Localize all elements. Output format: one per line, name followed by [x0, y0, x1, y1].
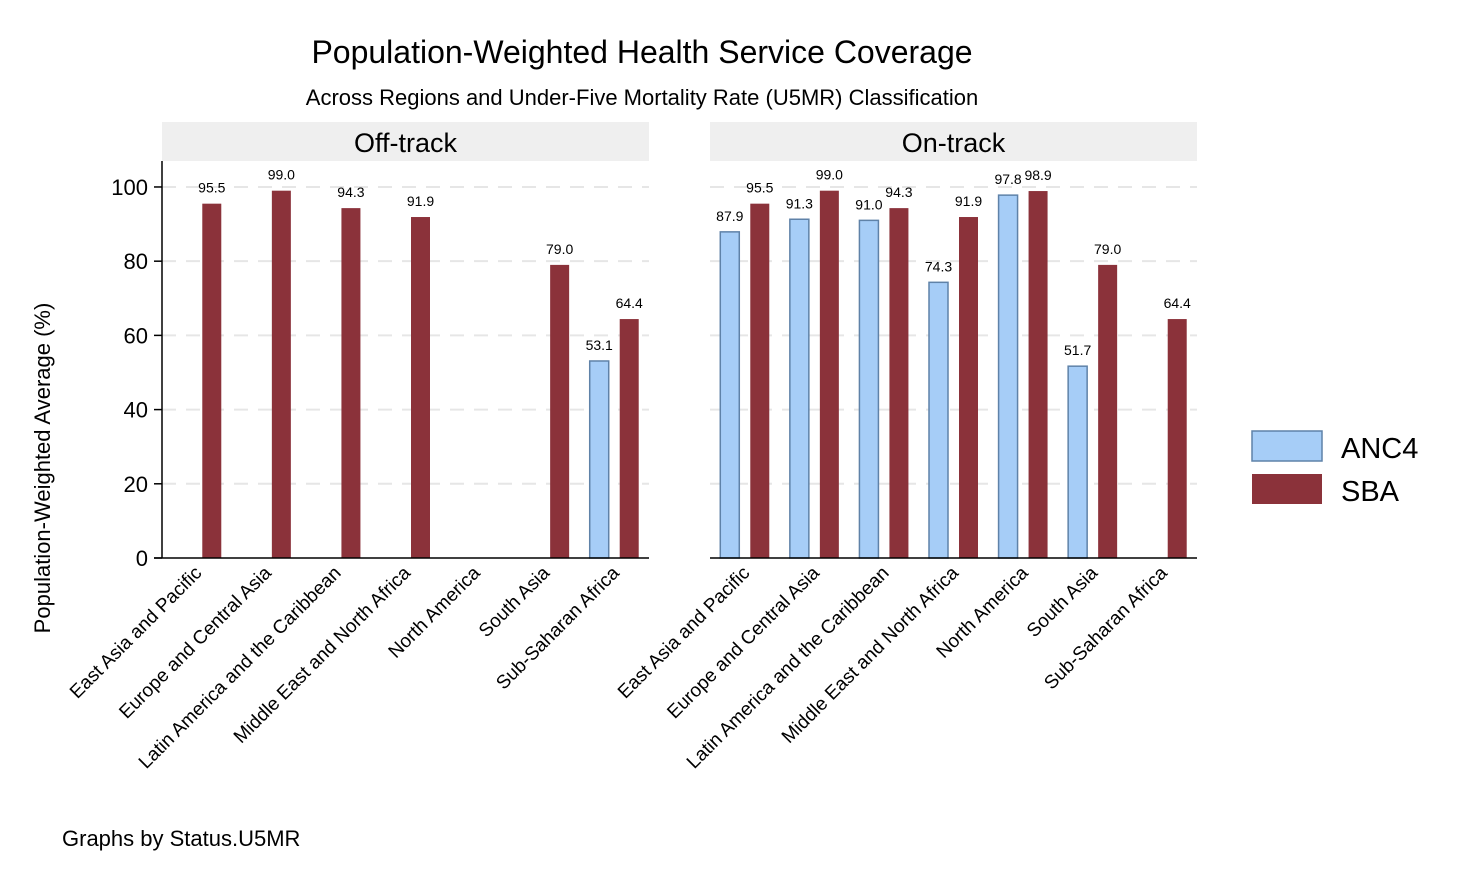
panel-title: On-track: [902, 128, 1006, 158]
data-label: 94.3: [337, 184, 364, 200]
legend-swatch-sba: [1252, 474, 1322, 504]
data-label: 99.0: [816, 167, 843, 183]
chart-title: Population-Weighted Health Service Cover…: [311, 34, 972, 70]
legend-swatch-anc4: [1251, 430, 1323, 462]
data-label: 91.0: [855, 196, 882, 212]
bar-sba: [1098, 264, 1118, 558]
y-tick-label: 0: [136, 546, 148, 571]
panel-0: Off-track 0 20 40 60 80 100 95.5 East Asia and P…: [66, 122, 649, 773]
data-label: 79.0: [1094, 241, 1121, 257]
data-label: 64.4: [1164, 295, 1191, 311]
data-label: 95.5: [198, 180, 225, 196]
x-tick-label: East Asia and Pacific: [66, 563, 206, 703]
x-tick-label: East Asia and Pacific: [614, 563, 754, 703]
bar-anc4: [858, 219, 880, 559]
bar-sba: [411, 217, 430, 558]
data-label: 91.3: [786, 195, 813, 211]
y-tick-label: 20: [124, 472, 148, 497]
data-label: 91.9: [407, 193, 434, 209]
data-label: 95.5: [746, 180, 773, 196]
panels-layer: Off-track 0 20 40 60 80 100 95.5 East Asia and P…: [66, 122, 1197, 773]
bar-sba: [550, 264, 570, 558]
bar-anc4: [997, 194, 1019, 559]
bar-sba: [1167, 319, 1187, 558]
y-tick-label: 60: [124, 323, 148, 348]
legend-label: ANC4: [1341, 433, 1418, 465]
data-label: 99.0: [268, 167, 295, 183]
data-label: 91.9: [955, 193, 982, 209]
bar-sba: [889, 208, 909, 559]
bar-anc4: [928, 281, 949, 559]
x-tick-label: Sub-Saharan Africa: [492, 562, 624, 694]
data-label: 51.7: [1064, 342, 1091, 358]
data-label: 98.9: [1024, 167, 1051, 183]
y-axis-label: Population-Weighted Average (%): [30, 303, 55, 634]
bar-sba: [959, 217, 978, 558]
y-tick-label: 40: [124, 398, 148, 423]
data-label: 74.3: [925, 258, 952, 274]
bar-anc4: [588, 360, 610, 559]
y-tick-label: 80: [124, 249, 148, 274]
x-tick-label: Sub-Saharan Africa: [1040, 562, 1172, 694]
bar-sba: [271, 190, 291, 558]
y-tick-label: 100: [111, 175, 148, 200]
bar-sba: [819, 190, 839, 558]
data-label: 87.9: [716, 208, 743, 224]
data-label: 97.8: [994, 171, 1021, 187]
chart-subtitle: Across Regions and Under-Five Mortality …: [306, 85, 978, 110]
panel-header: [710, 122, 1197, 161]
panel-1: On-track 87.995.5 East Asia and Pacific 91.…: [614, 122, 1197, 773]
legend: ANC4 SBA: [1251, 430, 1418, 508]
bar-sba: [202, 203, 222, 559]
bar-sba: [1028, 191, 1048, 558]
bar-sba: [750, 203, 770, 559]
footnote: Graphs by Status.U5MR: [62, 826, 300, 851]
legend-label: SBA: [1341, 476, 1400, 508]
bar-anc4: [719, 231, 741, 559]
bar-anc4: [1067, 365, 1088, 559]
data-label: 64.4: [616, 295, 643, 311]
data-label: 94.3: [885, 184, 912, 200]
panel-title: Off-track: [354, 128, 458, 158]
panel-header: [162, 122, 649, 161]
bar-sba: [619, 319, 639, 558]
bar-sba: [341, 208, 361, 559]
data-label: 53.1: [586, 337, 613, 353]
data-label: 79.0: [546, 241, 573, 257]
bar-anc4: [789, 218, 810, 559]
